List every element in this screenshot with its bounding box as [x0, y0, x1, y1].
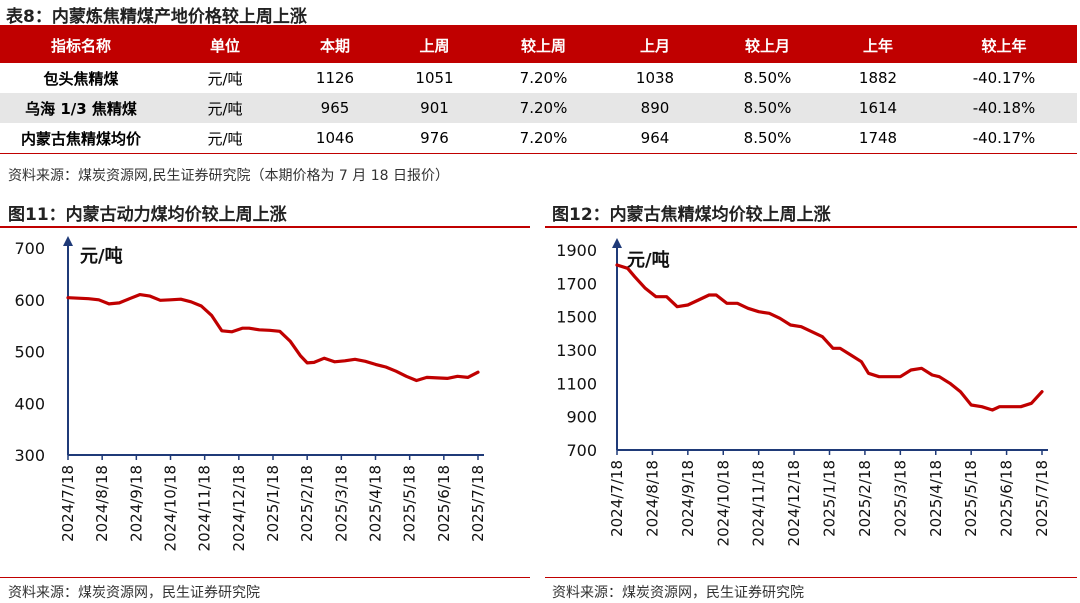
x-tick-label: 2025/6/18: [998, 460, 1016, 537]
chart11-title-rule: [0, 226, 530, 228]
header-last-month: 上月: [600, 27, 710, 63]
chart12-bottom-rule: [545, 577, 1077, 578]
cell-mom: 8.50%: [710, 93, 825, 123]
table8-title: 表8：内蒙炼焦精煤产地价格较上周上涨: [6, 7, 307, 27]
header-mom: 较上月: [710, 27, 825, 63]
x-tick-label: 2024/7/18: [608, 460, 626, 537]
cell-last-week: 976: [382, 123, 487, 154]
x-tick-label: 2025/5/18: [962, 460, 980, 537]
table8-source: 资料来源：煤炭资源网,民生证券研究院（本期价格为 7 月 18 日报价）: [8, 168, 449, 184]
x-tick-label: 2025/3/18: [332, 465, 350, 542]
y-tick-label: 700: [566, 441, 597, 460]
cell-current: 965: [288, 93, 382, 123]
y-tick-label: 400: [14, 394, 45, 413]
y-axis-unit-label: 元/吨: [80, 245, 123, 267]
y-tick-label: 1100: [556, 374, 597, 393]
cell-last-year: 1882: [858, 69, 898, 87]
chart11-source: 资料来源：煤炭资源网，民生证券研究院: [8, 585, 260, 601]
y-tick-label: 1900: [556, 241, 597, 260]
cell-current: 1126: [315, 69, 355, 87]
header-current: 本期: [288, 27, 382, 63]
y-axis-arrow-icon: [63, 236, 73, 246]
cell-yoy: -40.18%: [931, 93, 1077, 123]
x-tick-label: 2025/4/18: [927, 460, 945, 537]
x-tick-label: 2024/7/18: [59, 465, 77, 542]
x-tick-label: 2025/4/18: [367, 465, 385, 542]
y-tick-label: 500: [14, 343, 45, 362]
y-tick-label: 700: [14, 239, 45, 258]
x-tick-label: 2024/8/18: [643, 460, 661, 537]
series-line: [615, 263, 1044, 412]
x-tick-label: 2024/11/18: [750, 460, 768, 546]
header-wow: 较上周: [487, 27, 600, 63]
cell-last-week: 901: [382, 93, 487, 123]
x-tick-label: 2025/1/18: [264, 465, 282, 542]
y-axis-arrow-icon: [612, 238, 622, 248]
cell-unit: 元/吨: [162, 93, 288, 123]
header-indicator: 指标名称: [0, 27, 162, 63]
cell-last-month: 1038: [635, 69, 675, 87]
header-unit: 单位: [162, 27, 288, 63]
cell-last-year: 1614: [825, 93, 931, 123]
y-tick-label: 1700: [556, 274, 597, 293]
header-yoy: 较上年: [931, 27, 1077, 63]
x-tick-label: 2025/3/18: [891, 460, 909, 537]
x-tick-label: 2024/8/18: [93, 465, 111, 542]
y-tick-label: 1300: [556, 341, 597, 360]
cell-last-week: 1051: [415, 69, 454, 87]
cell-last-month: 964: [600, 123, 710, 154]
y-tick-label: 1500: [556, 308, 597, 327]
cell-current: 1046: [288, 123, 382, 154]
x-tick-label: 2024/10/18: [714, 460, 732, 546]
chart11-bottom-rule: [0, 577, 530, 578]
cell-last-year: 1748: [825, 123, 931, 154]
cell-yoy: -40.17%: [972, 69, 1036, 87]
x-tick-label: 2025/1/18: [821, 460, 839, 537]
cell-unit: 元/吨: [162, 123, 288, 154]
header-last-year: 上年: [825, 27, 931, 63]
x-tick-label: 2025/5/18: [401, 465, 419, 542]
table8-top-rule: [0, 25, 1077, 27]
table-row: 乌海 1/3 焦精煤 元/吨 965 901 7.20% 890 8.50% 1…: [0, 93, 1077, 123]
x-tick-label: 2025/6/18: [435, 465, 453, 542]
y-tick-label: 300: [14, 446, 45, 465]
cell-yoy: -40.17%: [931, 123, 1077, 154]
x-tick-label: 2025/2/18: [298, 465, 316, 542]
price-table: 指标名称 单位 本期 上周 较上周 上月 较上月 上年 较上年 包头焦精煤 元/…: [0, 27, 1077, 154]
y-tick-label: 900: [566, 408, 597, 427]
x-tick-label: 2024/9/18: [127, 465, 145, 542]
cell-wow: 7.20%: [519, 69, 568, 87]
chart12-title-rule: [545, 226, 1077, 228]
header-last-week: 上周: [382, 27, 487, 63]
x-tick-label: 2025/7/18: [469, 465, 487, 542]
cell-wow: 7.20%: [487, 93, 600, 123]
table-header-row: 指标名称 单位 本期 上周 较上周 上月 较上月 上年 较上年: [0, 27, 1077, 63]
y-axis-unit-label: 元/吨: [627, 249, 670, 271]
x-tick-label: 2024/9/18: [679, 460, 697, 537]
cell-name: 内蒙古焦精煤均价: [0, 123, 162, 154]
cell-unit: 元/吨: [207, 69, 243, 88]
x-tick-label: 2024/11/18: [196, 465, 214, 551]
cell-wow: 7.20%: [487, 123, 600, 154]
x-tick-label: 2024/12/18: [230, 465, 248, 551]
table-row: 包头焦精煤 元/吨 1126 1051 7.20% 1038 8.50% 188…: [0, 63, 1077, 93]
cell-mom: 8.50%: [743, 69, 792, 87]
chart11-title: 图11：内蒙古动力煤均价较上周上涨: [8, 205, 287, 225]
chart12-coking-coal-line-chart: 1900 1700 1500 1300 1100 900 700 元/吨 2024/7/18 20…: [556, 238, 1051, 546]
y-tick-label: 600: [14, 291, 45, 310]
cell-name: 包头焦精煤: [43, 69, 119, 88]
chart12-source: 资料来源：煤炭资源网，民生证券研究院: [552, 585, 804, 601]
cell-name: 乌海 1/3 焦精煤: [0, 93, 162, 123]
x-tick-label: 2025/7/18: [1033, 460, 1051, 537]
chart11-dynamic-coal-line-chart: 700 600 500 400 300 元/吨 2024/7/18 2024/8/18 2024…: [14, 236, 487, 551]
x-tick-label: 2024/10/18: [162, 465, 180, 551]
chart12-title: 图12：内蒙古焦精煤均价较上周上涨: [552, 205, 831, 225]
x-tick-label: 2024/12/18: [785, 460, 803, 546]
x-tick-label: 2025/2/18: [856, 460, 874, 537]
cell-mom: 8.50%: [710, 123, 825, 154]
cell-last-month: 890: [600, 93, 710, 123]
table-row: 内蒙古焦精煤均价 元/吨 1046 976 7.20% 964 8.50% 17…: [0, 123, 1077, 154]
series-line: [66, 292, 480, 383]
